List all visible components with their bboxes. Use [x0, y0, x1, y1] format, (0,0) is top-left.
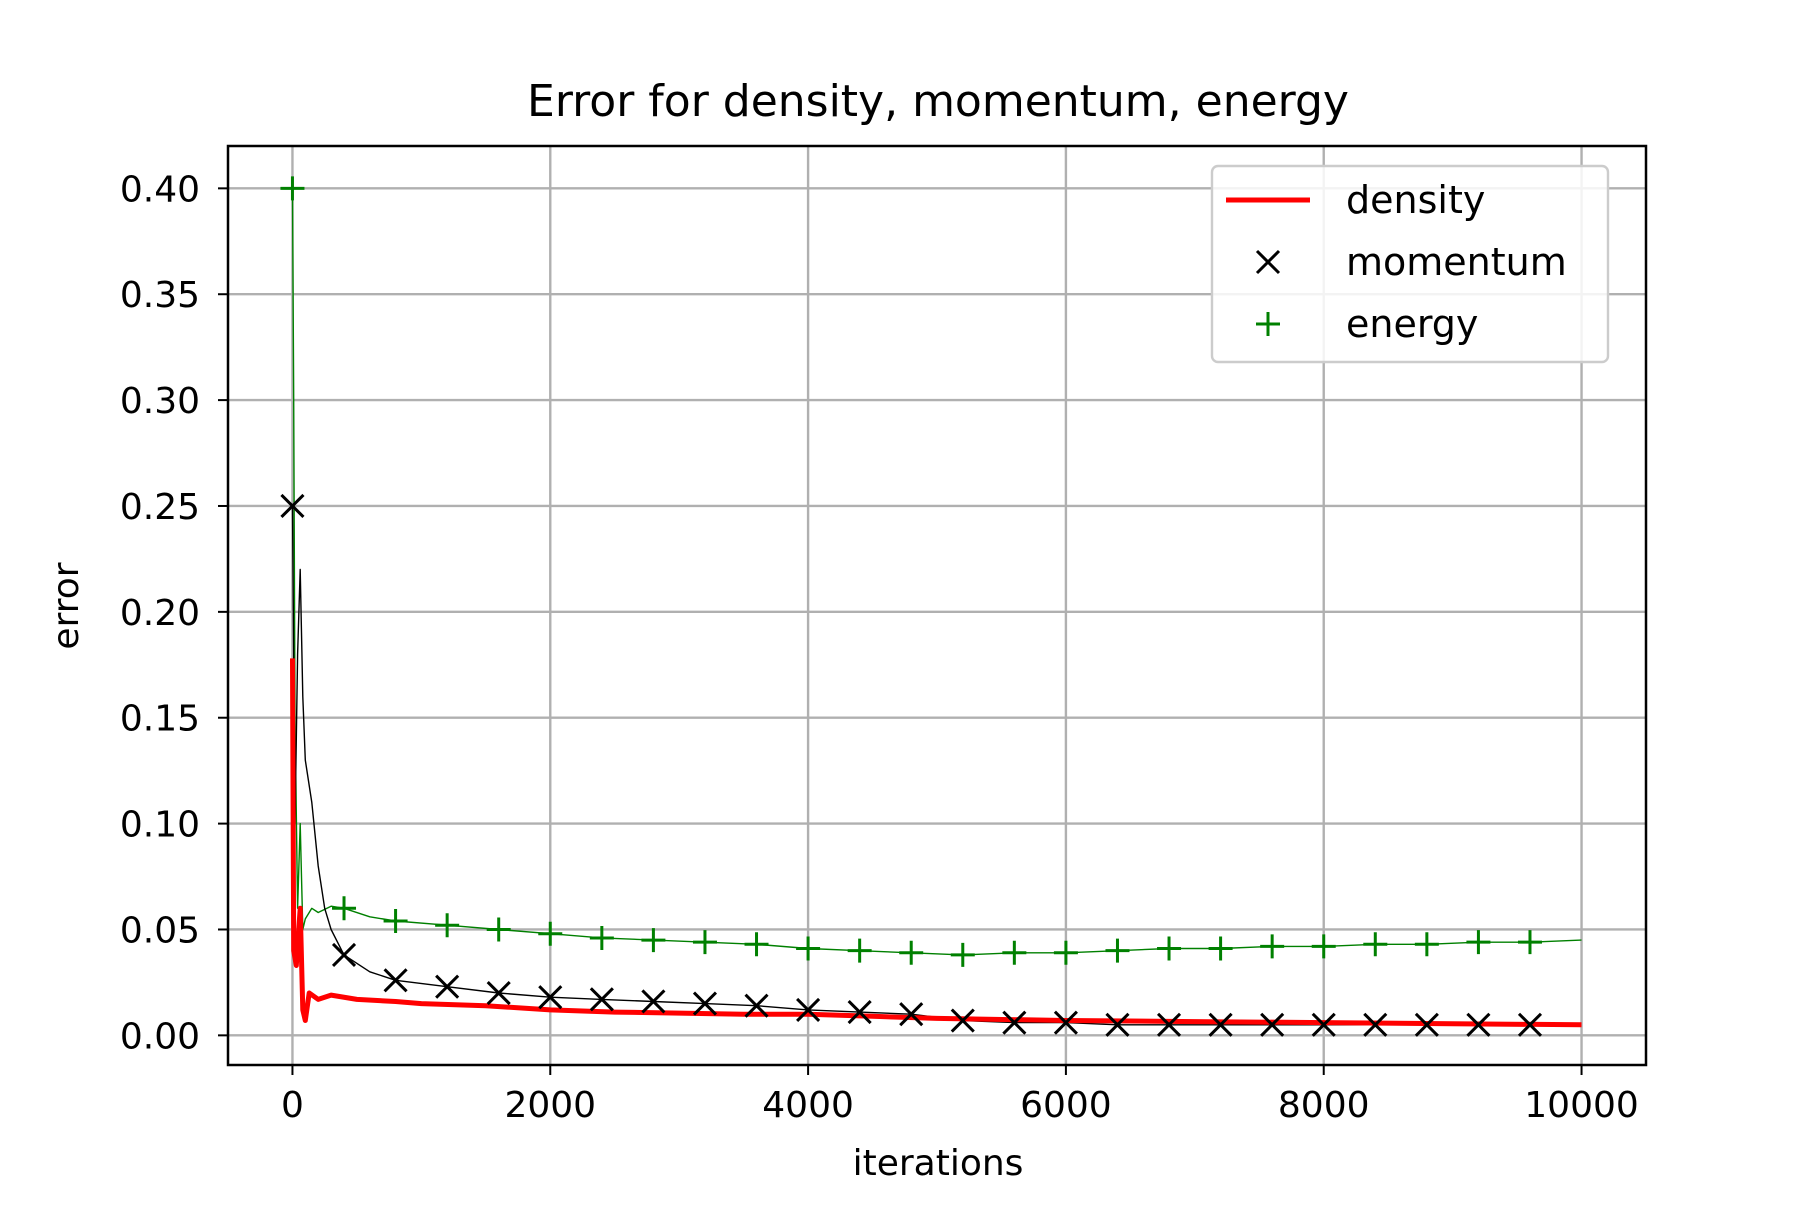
- momentum-marker: [1260, 1012, 1285, 1037]
- momentum-marker: [692, 991, 718, 1016]
- momentum-marker: [1002, 1010, 1027, 1035]
- momentum-marker: [383, 968, 408, 993]
- energy-marker: [796, 936, 821, 961]
- legend-label-energy: energy: [1346, 302, 1478, 346]
- y-axis-label: error: [46, 562, 87, 649]
- energy-marker: [1002, 940, 1027, 965]
- momentum-marker: [744, 993, 769, 1018]
- y-tick-label: 0.20: [120, 593, 200, 634]
- momentum-marker: [1517, 1012, 1543, 1037]
- momentum-marker: [1466, 1012, 1491, 1037]
- y-tick-label: 0.10: [120, 805, 200, 846]
- momentum-marker: [641, 989, 666, 1014]
- energy-marker: [1466, 930, 1491, 955]
- energy-marker: [899, 940, 924, 965]
- legend-handle-energy: [1256, 312, 1280, 336]
- x-tick-label: 0: [281, 1085, 304, 1126]
- energy-marker: [1208, 936, 1233, 961]
- momentum-marker: [1311, 1012, 1336, 1037]
- energy-marker: [692, 930, 717, 955]
- momentum-marker: [1363, 1012, 1388, 1037]
- energy-marker: [1517, 930, 1542, 955]
- y-tick-label: 0.40: [120, 169, 200, 210]
- legend-label-momentum: momentum: [1346, 240, 1567, 284]
- x-tick-label: 2000: [504, 1085, 596, 1126]
- momentum-line: [291, 505, 1582, 1026]
- x-tick-label: 6000: [1020, 1085, 1112, 1126]
- energy-marker: [744, 932, 769, 957]
- momentum-marker: [1156, 1012, 1182, 1037]
- momentum-marker: [331, 942, 357, 967]
- energy-marker: [1053, 940, 1078, 965]
- momentum-marker: [435, 974, 460, 999]
- chart-title: Error for density, momentum, energy: [527, 76, 1349, 127]
- legend-label-density: density: [1346, 178, 1485, 222]
- y-tick-label: 0.00: [120, 1016, 200, 1057]
- y-tick-label: 0.15: [120, 699, 200, 740]
- momentum-marker: [950, 1008, 975, 1033]
- momentum-marker: [1053, 1010, 1078, 1035]
- momentum-marker: [1105, 1012, 1130, 1037]
- energy-marker: [1363, 932, 1388, 957]
- y-tick-label: 0.05: [120, 910, 200, 951]
- energy-marker: [538, 921, 563, 946]
- momentum-marker: [589, 987, 614, 1012]
- y-tick-label: 0.35: [120, 275, 200, 316]
- energy-marker: [1105, 938, 1130, 963]
- density-line: [290, 658, 1582, 1028]
- momentum-marker: [1208, 1012, 1233, 1037]
- momentum-marker: [486, 980, 511, 1006]
- series-markers: [280, 176, 1543, 1037]
- momentum-marker: [847, 999, 872, 1025]
- energy-marker: [332, 896, 357, 921]
- momentum-marker: [899, 1002, 924, 1027]
- energy-marker: [1414, 932, 1439, 957]
- energy-marker: [486, 917, 511, 942]
- momentum-marker: [1414, 1012, 1439, 1037]
- energy-marker: [847, 938, 872, 963]
- energy-marker: [383, 909, 408, 934]
- energy-marker: [1311, 934, 1336, 959]
- momentum-marker: [538, 985, 563, 1010]
- energy-marker: [589, 925, 614, 950]
- energy-marker: [280, 176, 305, 201]
- energy-marker: [1260, 934, 1285, 959]
- y-tick-label: 0.30: [120, 381, 200, 422]
- x-tick-label: 10000: [1524, 1085, 1639, 1126]
- momentum-marker: [280, 493, 305, 519]
- energy-marker: [435, 913, 460, 938]
- momentum-marker: [796, 997, 821, 1023]
- y-tick-label: 0.25: [120, 487, 200, 528]
- legend: density momentum energy: [1210, 164, 1610, 364]
- energy-marker: [641, 928, 666, 953]
- x-axis-label: iterations: [853, 1143, 1024, 1184]
- energy-marker: [950, 942, 975, 967]
- x-tick-label: 8000: [1278, 1085, 1370, 1126]
- plot-frame: [226, 144, 1648, 1067]
- legend-box: [1210, 164, 1610, 364]
- axis-ticks: 0 2000 4000 6000 8000 10000 0.00 0.05 0.10 0.15 0.…: [120, 169, 1639, 1126]
- legend-handle-momentum: [1255, 249, 1281, 275]
- x-tick-label: 4000: [762, 1085, 854, 1126]
- energy-marker: [1157, 936, 1182, 961]
